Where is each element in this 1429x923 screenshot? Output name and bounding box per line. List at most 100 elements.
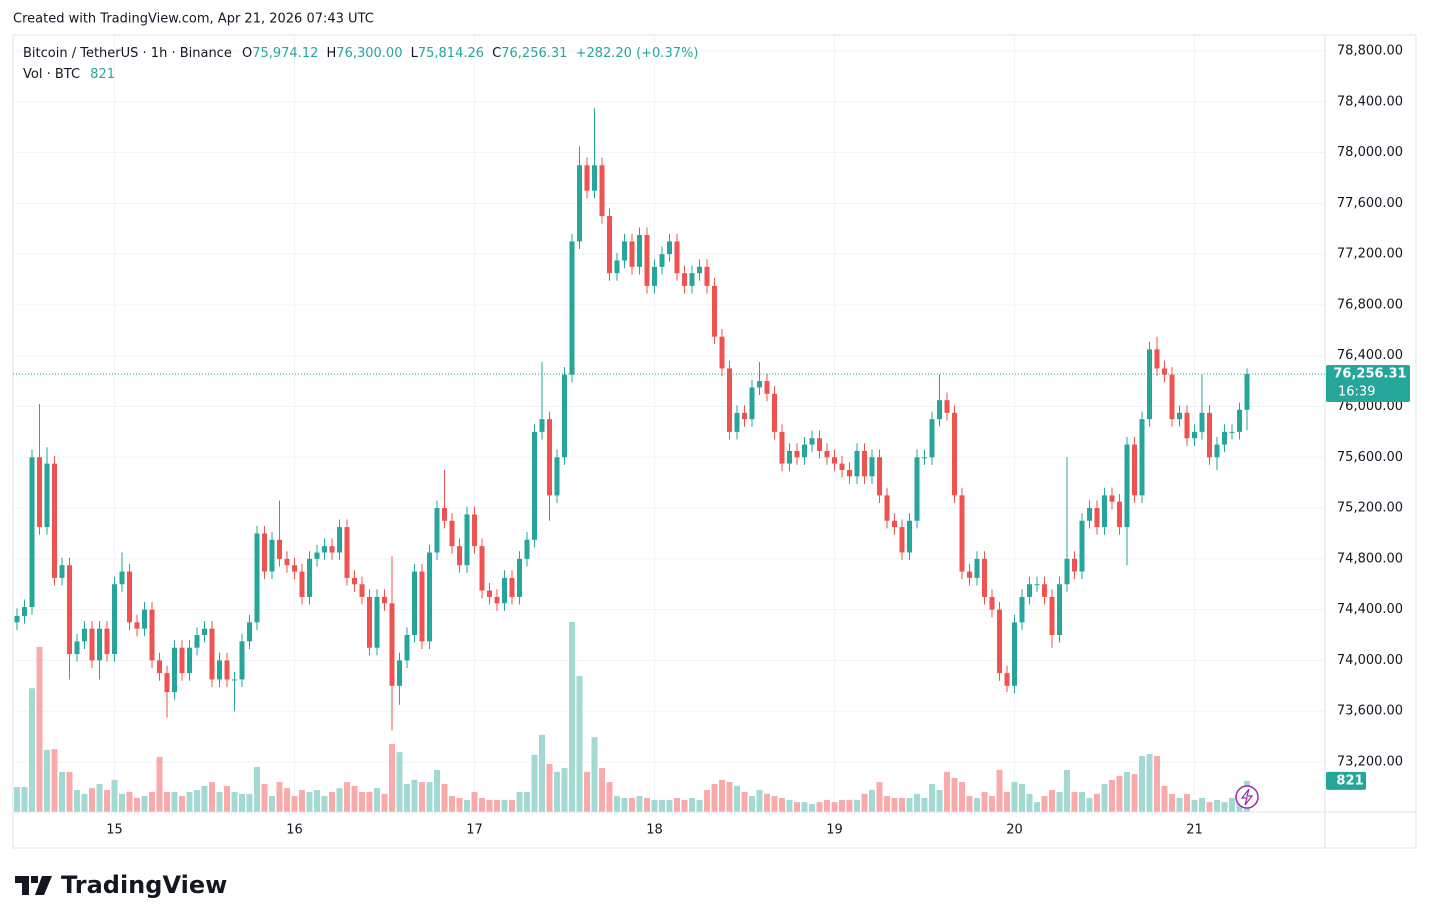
candle-body — [1139, 419, 1145, 496]
volume-bar — [561, 768, 568, 812]
candle-body — [734, 412, 740, 432]
volume-bar — [479, 797, 485, 812]
created-note: Created with TradingView.com, Apr 21, 20… — [13, 12, 374, 27]
y-tick-label: 76,000.00 — [1337, 399, 1403, 414]
y-tick-label: 74,000.00 — [1337, 653, 1403, 668]
volume-bar — [606, 782, 613, 812]
legend-o: O — [242, 46, 252, 61]
candle-body — [1049, 596, 1055, 636]
candle-body — [292, 565, 297, 572]
candle-body — [974, 558, 980, 578]
candle-body — [869, 457, 875, 477]
volume-bar — [21, 787, 28, 812]
candle-body — [97, 628, 102, 661]
candle-body — [1184, 412, 1190, 439]
volume-bar — [96, 783, 103, 812]
candle-body — [967, 571, 972, 578]
candle-body — [629, 241, 635, 267]
volume-bar — [614, 796, 620, 812]
volume-bar — [936, 790, 943, 812]
candle-body — [847, 469, 852, 477]
volume-bar — [486, 799, 493, 812]
candle-body — [637, 235, 642, 267]
volume-bar — [66, 771, 73, 812]
candles — [14, 108, 1250, 731]
candle-body — [404, 635, 410, 661]
candle-body — [1057, 584, 1062, 636]
candle-body — [29, 457, 35, 608]
candle-body — [127, 571, 132, 623]
volume-bar — [1191, 799, 1198, 812]
chart-frame — [12, 34, 1417, 849]
volume-bar — [164, 791, 170, 812]
volume-bar — [651, 799, 658, 812]
candle-body — [427, 552, 432, 642]
volume-bar — [194, 790, 200, 812]
candle-body — [907, 520, 912, 553]
candle-body — [314, 552, 320, 559]
candle-body — [614, 260, 620, 274]
candle-body — [419, 571, 425, 642]
volume-bar — [749, 796, 755, 812]
volume-bar — [359, 791, 365, 812]
candle-body — [772, 393, 777, 432]
candle-body — [937, 400, 942, 420]
volume-bar — [1229, 797, 1235, 812]
volume-bar — [1124, 771, 1130, 812]
indicator-icon[interactable] — [1235, 785, 1259, 809]
volume-bar — [156, 757, 163, 812]
volume-bar — [314, 790, 320, 812]
volume-bar — [996, 769, 1003, 812]
volume-bar — [1034, 802, 1040, 812]
volume-bar — [224, 785, 230, 812]
candle-body — [1019, 596, 1025, 623]
candle-body — [839, 463, 845, 470]
candle-body — [569, 241, 575, 375]
volume-bar — [899, 797, 905, 812]
volume-bar — [456, 797, 463, 812]
candle-body — [179, 647, 185, 674]
volume-bar — [171, 791, 178, 812]
volume-bar — [126, 791, 133, 812]
candle-body — [352, 577, 357, 585]
volume-bar — [389, 743, 395, 812]
candle-body — [1012, 622, 1017, 686]
volume-bar — [689, 797, 695, 812]
candle-body — [667, 241, 672, 255]
candle-body — [149, 609, 155, 661]
y-tick-label: 76,800.00 — [1337, 297, 1403, 312]
volume-bar — [666, 799, 673, 812]
candle-body — [914, 457, 920, 521]
candle-body — [494, 596, 500, 604]
volume-bar — [524, 791, 530, 812]
candle-body — [509, 577, 515, 597]
volume-bar — [366, 791, 373, 812]
candle-body — [442, 508, 447, 521]
last-price-label: 76,256.31 — [1333, 366, 1406, 381]
volume-bar — [381, 793, 388, 812]
candle-body — [1064, 558, 1070, 585]
volume-bar — [1049, 790, 1055, 812]
candle-body — [239, 641, 245, 680]
x-tick-label: 16 — [286, 823, 303, 838]
volume-bar — [1019, 783, 1025, 812]
candle-body — [652, 266, 657, 286]
candle-body — [464, 514, 470, 566]
volume-bar — [981, 791, 988, 812]
candle-body — [67, 565, 72, 655]
candle-body — [644, 235, 650, 286]
candle-body — [982, 558, 987, 597]
volume-bar — [704, 790, 710, 812]
candle-body — [389, 603, 395, 686]
volume-bar — [306, 791, 313, 812]
volume-bar — [764, 793, 770, 812]
volume-bar — [231, 791, 238, 812]
y-tick-label: 78,800.00 — [1337, 43, 1403, 58]
candle-body — [877, 457, 882, 496]
volume-bar — [989, 796, 995, 812]
y-tick-label: 77,200.00 — [1337, 247, 1403, 262]
volume-bar — [216, 791, 223, 812]
volume-bar — [621, 797, 628, 812]
candle-body — [14, 615, 20, 623]
x-tick-label: 17 — [466, 823, 483, 838]
